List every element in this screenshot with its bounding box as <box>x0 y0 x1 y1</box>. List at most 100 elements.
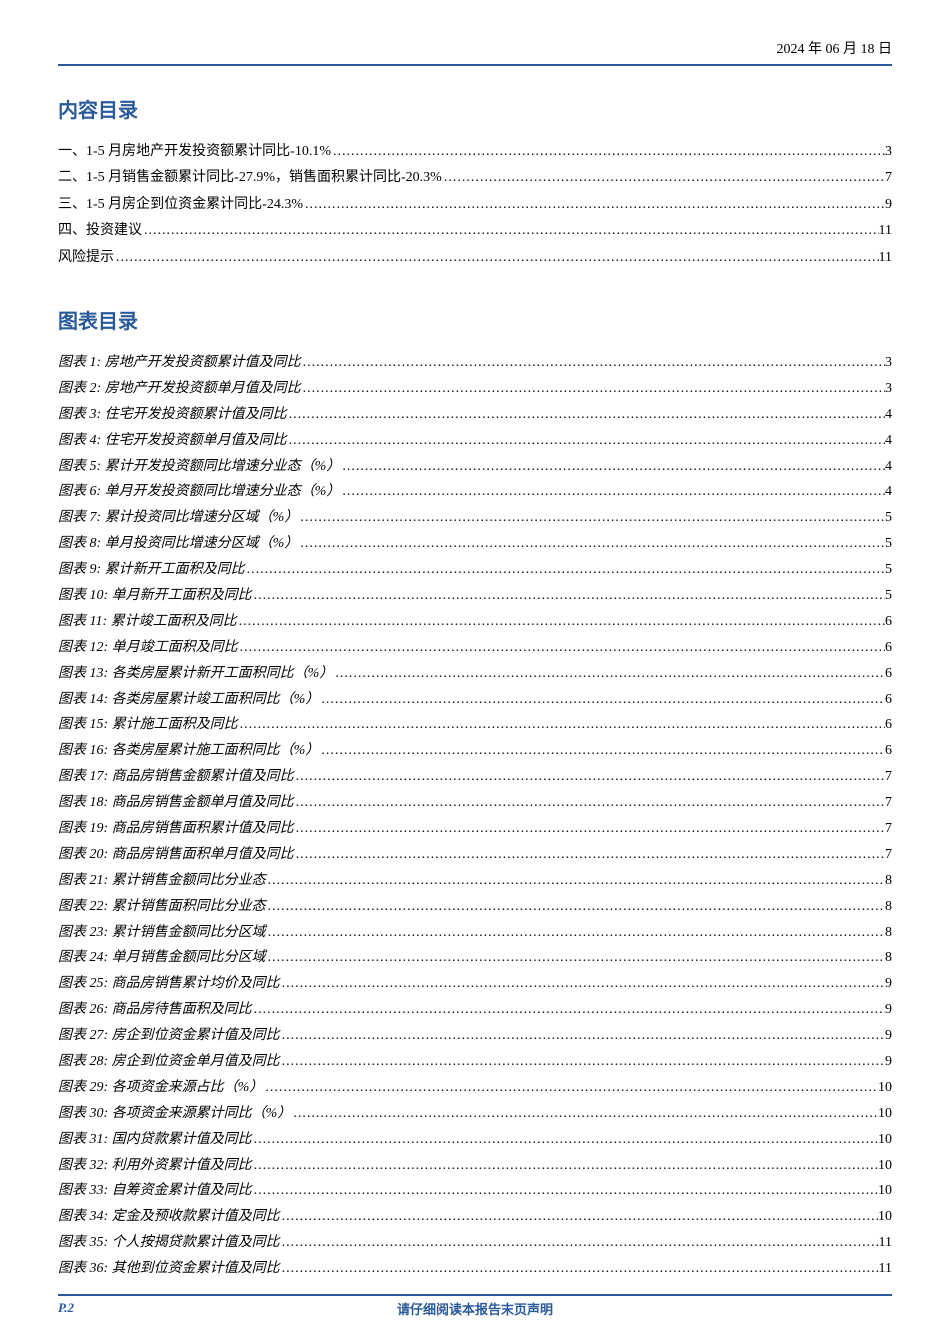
toc-page-number: 7 <box>885 818 892 840</box>
toc-page-number: 7 <box>885 844 892 866</box>
toc-label: 图表 34: 定金及预收款累计值及同比 <box>58 1206 280 1228</box>
toc-label: 图表 18: 商品房销售金额单月值及同比 <box>58 792 294 814</box>
toc-row[interactable]: 图表 36: 其他到位资金累计值及同比11 <box>58 1258 892 1280</box>
toc-page-number: 8 <box>885 870 892 892</box>
toc-row[interactable]: 图表 9: 累计新开工面积及同比 5 <box>58 559 892 581</box>
toc-leader-dots <box>340 456 885 478</box>
footer-page-number: P.2 <box>58 1300 74 1316</box>
toc-leader-dots <box>319 689 885 711</box>
figure-toc-section: 图表目录 图表 1: 房地产开发投资额累计值及同比3 图表 2: 房地产开发投资额… <box>58 305 892 1281</box>
toc-row[interactable]: 图表 12: 单月竣工面积及同比6 <box>58 637 892 659</box>
toc-row[interactable]: 图表 2: 房地产开发投资额单月值及同比3 <box>58 378 892 400</box>
toc-row[interactable]: 图表 7: 累计投资同比增速分区域（%）5 <box>58 507 892 529</box>
toc-row[interactable]: 图表 16: 各类房屋累计施工面积同比（%）6 <box>58 740 892 762</box>
toc-page-number: 6 <box>885 714 892 736</box>
figure-toc-title: 图表目录 <box>58 305 892 334</box>
toc-row[interactable]: 图表 22: 累计销售面积同比分业态8 <box>58 896 892 918</box>
toc-row[interactable]: 图表 29: 各项资金来源占比（%）10 <box>58 1077 892 1099</box>
toc-leader-dots <box>252 1129 878 1151</box>
toc-row[interactable]: 图表 32: 利用外资累计值及同比10 <box>58 1155 892 1177</box>
page-footer: P.2 请仔细阅读本报告末页声明 <box>58 1294 892 1316</box>
toc-row[interactable]: 图表 33: 自筹资金累计值及同比 10 <box>58 1180 892 1202</box>
toc-row[interactable]: 图表 8: 单月投资同比增速分区域（%）5 <box>58 533 892 555</box>
toc-leader-dots <box>142 220 879 242</box>
toc-row[interactable]: 图表 21: 累计销售金额同比分业态 8 <box>58 870 892 892</box>
toc-page-number: 3 <box>885 141 892 163</box>
toc-row[interactable]: 图表 31: 国内贷款累计值及同比10 <box>58 1129 892 1151</box>
toc-leader-dots <box>294 792 885 814</box>
toc-row[interactable]: 图表 11: 累计竣工面积及同比6 <box>58 611 892 633</box>
toc-row[interactable]: 四、投资建议11 <box>58 220 892 242</box>
toc-label: 图表 5: 累计开发投资额同比增速分业态（%） <box>58 456 340 478</box>
toc-row[interactable]: 图表 17: 商品房销售金额累计值及同比7 <box>58 766 892 788</box>
toc-row[interactable]: 图表 26: 商品房待售面积及同比9 <box>58 999 892 1021</box>
toc-page-number: 10 <box>878 1077 892 1099</box>
toc-page-number: 11 <box>879 247 892 269</box>
toc-leader-dots <box>294 766 885 788</box>
toc-row[interactable]: 图表 19: 商品房销售面积累计值及同比7 <box>58 818 892 840</box>
toc-page-number: 4 <box>885 430 892 452</box>
toc-label: 图表 21: 累计销售金额同比分业态 <box>58 870 266 892</box>
toc-page-number: 5 <box>885 533 892 555</box>
toc-page-number: 6 <box>885 611 892 633</box>
toc-label: 图表 9: 累计新开工面积及同比 <box>58 559 245 581</box>
toc-label: 图表 3: 住宅开发投资额累计值及同比 <box>58 404 287 426</box>
toc-label: 图表 28: 房企到位资金单月值及同比 <box>58 1051 280 1073</box>
toc-row[interactable]: 一、1-5 月房地产开发投资额累计同比-10.1% 3 <box>58 141 892 163</box>
content-toc-list: 一、1-5 月房地产开发投资额累计同比-10.1% 3 二、1-5 月销售金额累计同… <box>58 141 892 269</box>
toc-page-number: 5 <box>885 559 892 581</box>
toc-leader-dots <box>238 714 885 736</box>
toc-row[interactable]: 图表 4: 住宅开发投资额单月值及同比4 <box>58 430 892 452</box>
toc-leader-dots <box>319 740 885 762</box>
toc-leader-dots <box>340 481 885 503</box>
toc-row[interactable]: 图表 27: 房企到位资金累计值及同比9 <box>58 1025 892 1047</box>
toc-page-number: 4 <box>885 404 892 426</box>
toc-row[interactable]: 风险提示11 <box>58 247 892 269</box>
toc-page-number: 7 <box>885 792 892 814</box>
toc-leader-dots <box>266 870 885 892</box>
toc-label: 图表 36: 其他到位资金累计值及同比 <box>58 1258 280 1280</box>
toc-page-number: 10 <box>878 1180 892 1202</box>
toc-label: 图表 35: 个人按揭贷款累计值及同比 <box>58 1232 280 1254</box>
toc-label: 三、1-5 月房企到位资金累计同比-24.3% <box>58 194 303 216</box>
toc-row[interactable]: 图表 30: 各项资金来源累计同比（%）10 <box>58 1103 892 1125</box>
toc-row[interactable]: 图表 6: 单月开发投资额同比增速分业态（%）4 <box>58 481 892 503</box>
toc-label: 四、投资建议 <box>58 220 142 242</box>
toc-label: 图表 23: 累计销售金额同比分区域 <box>58 922 266 944</box>
toc-row[interactable]: 图表 13: 各类房屋累计新开工面积同比（%）6 <box>58 663 892 685</box>
toc-leader-dots <box>333 663 885 685</box>
toc-row[interactable]: 图表 14: 各类房屋累计竣工面积同比（%） 6 <box>58 689 892 711</box>
toc-row[interactable]: 图表 15: 累计施工面积及同比6 <box>58 714 892 736</box>
toc-label: 图表 14: 各类房屋累计竣工面积同比（%） <box>58 689 319 711</box>
toc-row[interactable]: 图表 3: 住宅开发投资额累计值及同比 4 <box>58 404 892 426</box>
toc-leader-dots <box>301 378 885 400</box>
toc-label: 图表 33: 自筹资金累计值及同比 <box>58 1180 252 1202</box>
toc-row[interactable]: 图表 28: 房企到位资金单月值及同比 9 <box>58 1051 892 1073</box>
toc-page-number: 4 <box>885 456 892 478</box>
toc-row[interactable]: 图表 25: 商品房销售累计均价及同比9 <box>58 973 892 995</box>
toc-row[interactable]: 图表 35: 个人按揭贷款累计值及同比 11 <box>58 1232 892 1254</box>
toc-label: 图表 1: 房地产开发投资额累计值及同比 <box>58 352 301 374</box>
toc-label: 一、1-5 月房地产开发投资额累计同比-10.1% <box>58 141 331 163</box>
toc-row[interactable]: 图表 24: 单月销售金额同比分区域8 <box>58 947 892 969</box>
toc-page-number: 11 <box>879 1232 892 1254</box>
toc-page-number: 6 <box>885 637 892 659</box>
toc-label: 图表 20: 商品房销售面积单月值及同比 <box>58 844 294 866</box>
toc-row[interactable]: 图表 10: 单月新开工面积及同比5 <box>58 585 892 607</box>
toc-leader-dots <box>280 1232 879 1254</box>
toc-leader-dots <box>266 896 885 918</box>
toc-row[interactable]: 图表 5: 累计开发投资额同比增速分业态（%） 4 <box>58 456 892 478</box>
figure-toc-list: 图表 1: 房地产开发投资额累计值及同比3 图表 2: 房地产开发投资额单月值及同… <box>58 352 892 1281</box>
toc-page-number: 9 <box>885 1051 892 1073</box>
toc-page-number: 10 <box>878 1103 892 1125</box>
toc-row[interactable]: 图表 20: 商品房销售面积单月值及同比 7 <box>58 844 892 866</box>
toc-row[interactable]: 图表 34: 定金及预收款累计值及同比10 <box>58 1206 892 1228</box>
toc-row[interactable]: 图表 23: 累计销售金额同比分区域8 <box>58 922 892 944</box>
toc-row[interactable]: 三、1-5 月房企到位资金累计同比-24.3%9 <box>58 194 892 216</box>
toc-row[interactable]: 图表 18: 商品房销售金额单月值及同比 7 <box>58 792 892 814</box>
toc-row[interactable]: 图表 1: 房地产开发投资额累计值及同比3 <box>58 352 892 374</box>
toc-row[interactable]: 二、1-5 月销售金额累计同比-27.9%，销售面积累计同比-20.3%7 <box>58 167 892 189</box>
content-toc-section: 内容目录 一、1-5 月房地产开发投资额累计同比-10.1%3二、1-5 月销售… <box>58 94 892 269</box>
toc-leader-dots <box>280 1025 885 1047</box>
toc-page-number: 6 <box>885 689 892 711</box>
